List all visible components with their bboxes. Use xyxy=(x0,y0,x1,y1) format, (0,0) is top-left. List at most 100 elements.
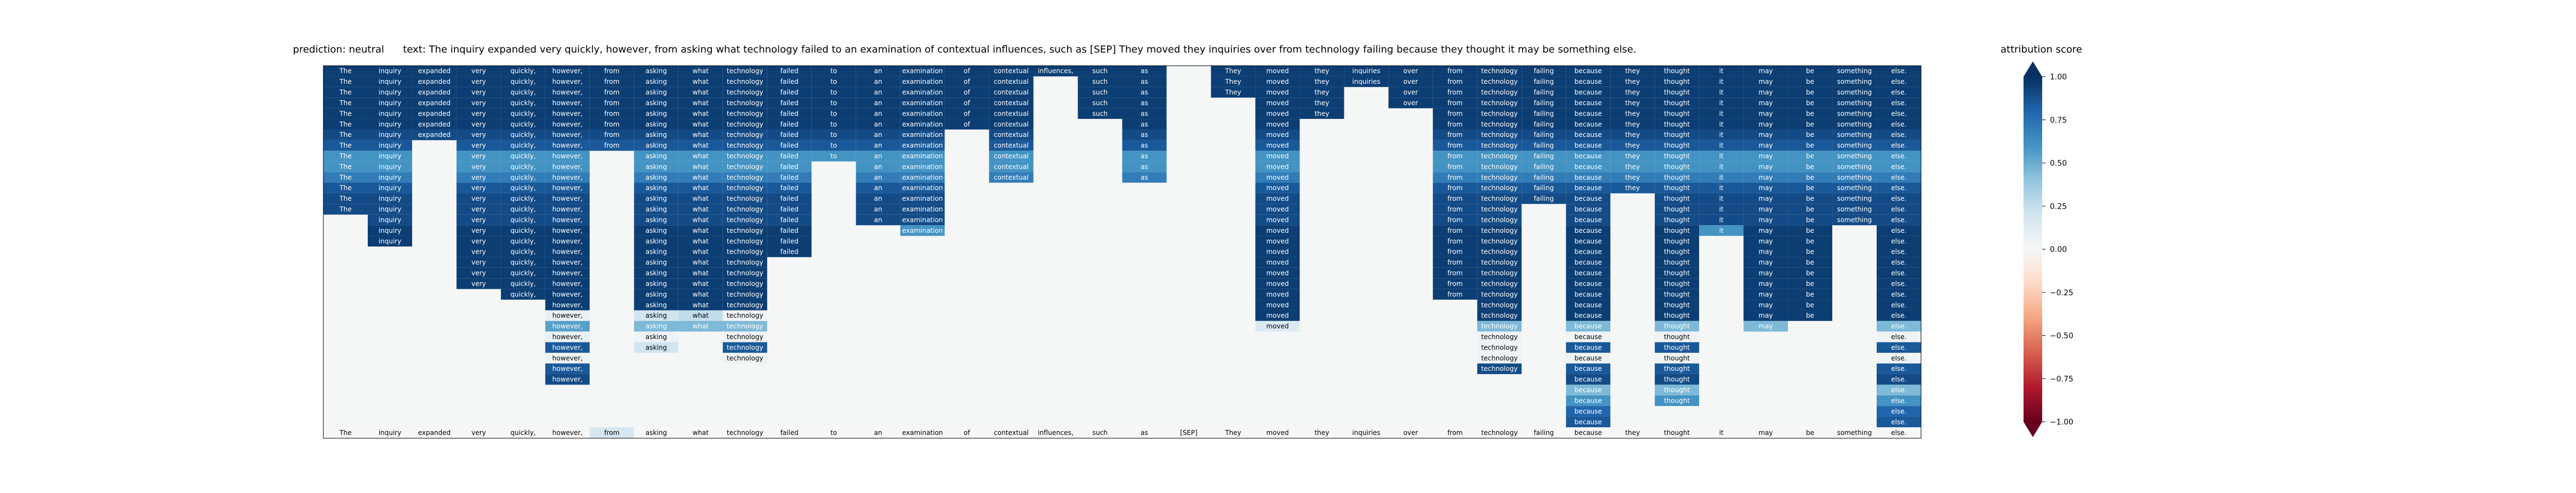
cell-label: moved xyxy=(1266,237,1289,245)
heatmap-cell xyxy=(367,108,412,119)
cell-label: thought xyxy=(1664,365,1690,372)
heatmap-cell xyxy=(1877,151,1921,162)
heatmap-cell xyxy=(1477,172,1522,183)
cell-label: may xyxy=(1759,237,1773,245)
cell-label: however, xyxy=(552,131,583,139)
cell-label: quickly, xyxy=(510,78,535,85)
heatmap-cell xyxy=(634,342,679,353)
cell-label: moved xyxy=(1266,248,1289,256)
heatmap-cell xyxy=(1566,108,1611,119)
heatmap-cell xyxy=(367,76,412,87)
heatmap-cell xyxy=(989,119,1034,130)
cell-label: be xyxy=(1806,205,1814,213)
cell-label: asking xyxy=(646,184,667,192)
cell-label: technology xyxy=(1481,142,1518,150)
heatmap-cell xyxy=(1788,225,1833,236)
heatmap-cell xyxy=(1566,161,1611,173)
token-strip-cell xyxy=(1300,427,1344,438)
heatmap-cell xyxy=(456,76,501,87)
cell-label: moved xyxy=(1266,195,1289,203)
heatmap-cell xyxy=(456,246,501,257)
cell-label: inquiries xyxy=(1352,78,1380,85)
heatmap-cell xyxy=(1655,76,1700,87)
text-label: text: xyxy=(403,44,426,55)
cell-label: quickly, xyxy=(510,259,535,266)
cell-label: examination xyxy=(902,142,943,150)
cell-label: asking xyxy=(646,301,667,309)
cell-label: examination xyxy=(902,131,943,139)
heatmap-cell xyxy=(545,278,590,289)
token-label: inquiry xyxy=(379,429,402,437)
heatmap-cell xyxy=(1743,182,1788,193)
heatmap-cell xyxy=(1566,119,1611,130)
cell-label: something xyxy=(1837,131,1872,139)
cell-label: failing xyxy=(1534,78,1554,85)
heatmap-cell xyxy=(1699,204,1744,215)
heatmap-cell xyxy=(1788,87,1833,98)
cell-label: inquiry xyxy=(379,110,402,117)
heatmap-cell xyxy=(634,129,679,140)
heatmap-cell xyxy=(634,87,679,98)
cell-label: thought xyxy=(1664,142,1690,150)
colorbar-min-arrow xyxy=(2024,422,2042,437)
cell-label: an xyxy=(874,216,882,223)
heatmap-cell xyxy=(722,204,767,215)
heatmap-cell xyxy=(944,87,989,98)
heatmap-cell xyxy=(1433,140,1478,151)
cell-label: failing xyxy=(1534,195,1554,203)
heatmap-cell xyxy=(1255,289,1300,300)
heatmap-cell xyxy=(1521,193,1566,204)
cell-label: an xyxy=(874,131,882,139)
heatmap-cell xyxy=(811,140,856,151)
colorbar-tick-label: 0.50 xyxy=(2050,159,2067,168)
cell-label: examination xyxy=(902,174,943,181)
cell-label: quickly, xyxy=(510,121,535,128)
heatmap-cell xyxy=(1566,257,1611,268)
cell-label: may xyxy=(1759,78,1773,85)
heatmap-cell xyxy=(1655,342,1700,353)
cell-label: from xyxy=(1447,142,1463,150)
heatmap-cell xyxy=(1832,204,1877,215)
heatmap-cell xyxy=(1566,289,1611,300)
cell-label: to xyxy=(830,142,837,150)
heatmap-cell xyxy=(456,236,501,246)
heatmap-cell xyxy=(1255,320,1300,332)
cell-label: very xyxy=(471,152,486,160)
cell-label: what xyxy=(693,290,709,298)
heatmap-cell xyxy=(1078,108,1122,119)
cell-label: quickly, xyxy=(510,280,535,288)
heatmap-cell xyxy=(456,108,501,119)
heatmap-cell xyxy=(456,278,501,289)
cell-label: quickly, xyxy=(510,237,535,245)
heatmap-cell xyxy=(678,151,723,162)
heatmap-cell xyxy=(1699,182,1744,193)
heatmap-cell xyxy=(722,151,767,162)
cell-label: however, xyxy=(552,163,583,170)
cell-label: failed xyxy=(780,163,799,170)
heatmap-cell xyxy=(1788,108,1833,119)
cell-label: may xyxy=(1759,280,1773,288)
cell-label: very xyxy=(471,216,486,223)
cell-label: as xyxy=(1141,142,1148,150)
cell-label: because xyxy=(1575,227,1602,234)
heatmap-cell xyxy=(856,108,901,119)
heatmap-cell xyxy=(1255,225,1300,236)
cell-label: failed xyxy=(780,78,799,85)
heatmap-cell xyxy=(1255,161,1300,173)
cell-label: quickly, xyxy=(510,270,535,277)
heatmap-cell xyxy=(678,320,723,332)
cell-label: from xyxy=(604,142,619,150)
cell-label: very xyxy=(471,205,486,213)
heatmap-cell xyxy=(1122,172,1167,183)
cell-label: something xyxy=(1837,174,1872,181)
cell-label: an xyxy=(874,195,882,203)
cell-label: they xyxy=(1625,174,1640,181)
cell-label: very xyxy=(471,121,486,128)
cell-label: from xyxy=(1447,237,1463,245)
cell-label: examination xyxy=(902,78,943,85)
cell-label: technology xyxy=(727,237,763,245)
cell-label: thought xyxy=(1664,290,1690,298)
heatmap-cell xyxy=(323,182,368,193)
cell-label: moved xyxy=(1266,301,1289,309)
heatmap-cell xyxy=(856,87,901,98)
